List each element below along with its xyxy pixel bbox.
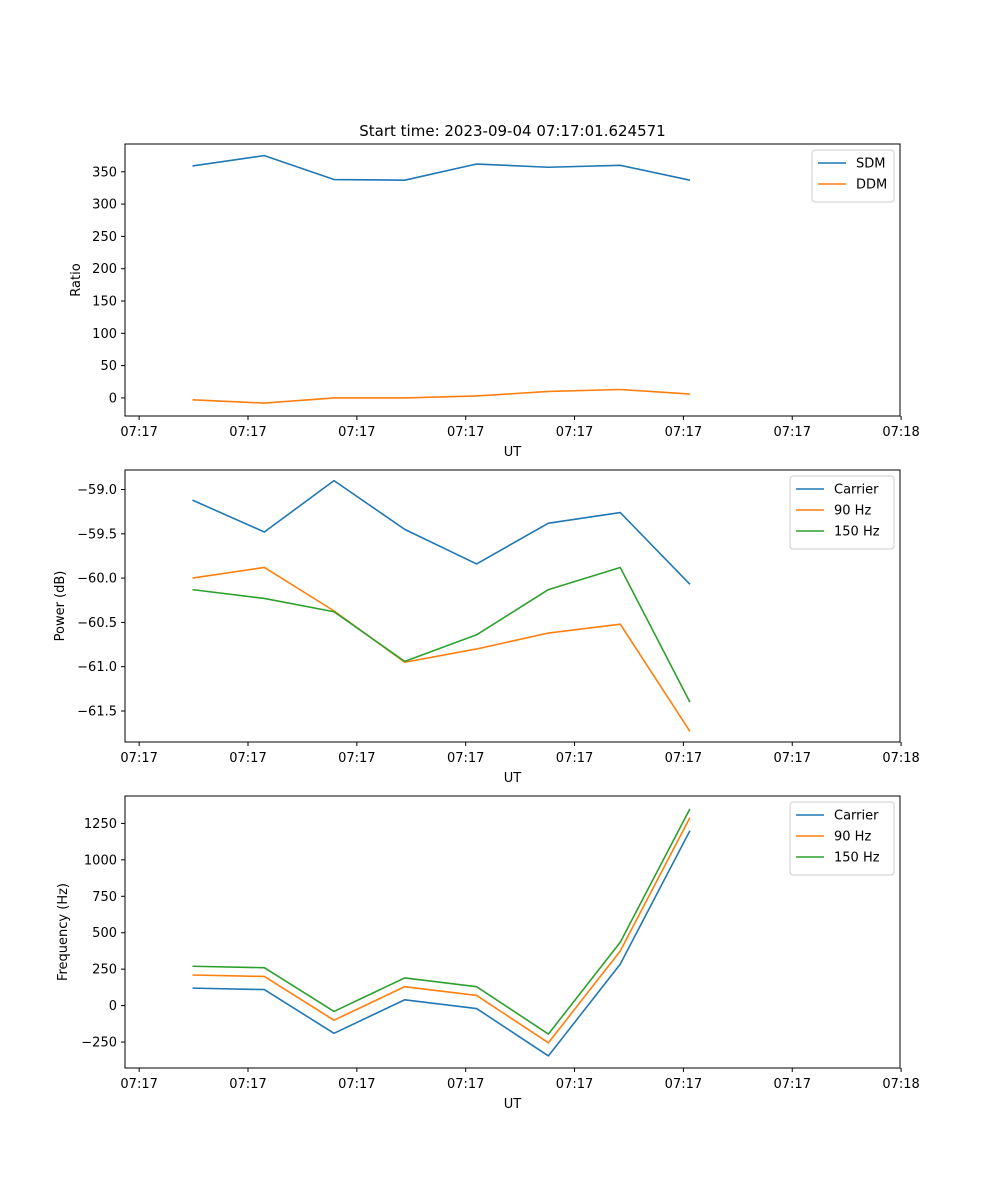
y-tick-label: 500 xyxy=(92,926,117,941)
y-tick-label: 0 xyxy=(109,999,117,1014)
y-axis-label: Frequency (Hz) xyxy=(56,883,71,981)
y-axis-label: Ratio xyxy=(69,263,84,296)
legend-entry-label: 150 Hz xyxy=(834,851,880,866)
x-tick-label: 07:18 xyxy=(882,1077,919,1092)
y-tick-label: 200 xyxy=(92,262,117,277)
x-tick-label: 07:17 xyxy=(665,751,702,766)
ratio-subplot: 07:17 07:17 07:17 07:17 07:17 07:17 07:17 07:18… xyxy=(69,143,920,460)
x-tick-label: 07:17 xyxy=(120,425,157,440)
x-tick-label: 07:17 xyxy=(774,751,811,766)
legend-entry-label: Carrier xyxy=(834,483,879,498)
y-tick-label: 100 xyxy=(92,327,117,342)
y-tick-label: 0 xyxy=(109,391,117,406)
y-tick-label: −60.5 xyxy=(77,616,117,631)
series-line-ddm xyxy=(192,388,690,404)
x-tick-label: 07:17 xyxy=(665,1077,702,1092)
x-tick-label: 07:17 xyxy=(229,1077,266,1092)
y-tick-label: −250 xyxy=(81,1036,117,1051)
series-line-150-hz xyxy=(192,808,691,1035)
axes-frame xyxy=(124,143,901,417)
legend: SDM DDM xyxy=(811,149,895,203)
x-tick-label: 07:17 xyxy=(774,425,811,440)
y-tick-label: 250 xyxy=(92,230,117,245)
series-line-carrier xyxy=(192,830,691,1057)
y-tick-label: −61.5 xyxy=(77,704,117,719)
legend-entry-label: SDM xyxy=(856,157,885,172)
x-tick-label: 07:17 xyxy=(120,1077,157,1092)
x-tick-label: 07:17 xyxy=(556,425,593,440)
series-line-150-hz xyxy=(192,566,691,703)
y-tick-label: 300 xyxy=(92,198,117,213)
series-line-sdm xyxy=(192,154,691,181)
y-tick-label: −59.0 xyxy=(77,483,117,498)
x-tick-label: 07:18 xyxy=(882,751,919,766)
y-axis-label: Power (dB) xyxy=(53,571,68,642)
x-axis-label: UT xyxy=(504,1097,522,1112)
figure-title: Start time: 2023-09-04 07:17:01.624571 xyxy=(359,122,665,140)
legend-entry-label: 150 Hz xyxy=(834,525,880,540)
x-tick-label: 07:17 xyxy=(447,425,484,440)
y-tick-label: −61.0 xyxy=(77,660,117,675)
x-tick-label: 07:17 xyxy=(338,751,375,766)
axes-frame xyxy=(124,795,901,1069)
y-tick-label: 50 xyxy=(100,359,117,374)
frequency-subplot: 07:17 07:17 07:17 07:17 07:17 07:17 07:17 07:18… xyxy=(56,795,920,1112)
x-tick-label: 07:17 xyxy=(338,425,375,440)
x-tick-label: 07:17 xyxy=(447,1077,484,1092)
legend-entry-label: DDM xyxy=(856,178,887,193)
y-tick-label: 750 xyxy=(92,890,117,905)
x-tick-label: 07:17 xyxy=(120,751,157,766)
axes-frame xyxy=(124,469,901,743)
legend: Carrier 90 Hz 150 Hz xyxy=(789,475,895,550)
x-tick-label: 07:17 xyxy=(556,1077,593,1092)
series-line-90-hz xyxy=(192,566,691,732)
x-axis-label: UT xyxy=(504,445,522,460)
x-tick-label: 07:17 xyxy=(229,751,266,766)
legend: Carrier 90 Hz 150 Hz xyxy=(789,801,895,876)
y-tick-label: 1250 xyxy=(84,817,117,832)
y-tick-label: 250 xyxy=(92,963,117,978)
series-line-carrier xyxy=(192,479,691,585)
x-tick-label: 07:17 xyxy=(338,1077,375,1092)
y-tick-label: 150 xyxy=(92,294,117,309)
x-tick-label: 07:17 xyxy=(447,751,484,766)
x-tick-label: 07:17 xyxy=(556,751,593,766)
y-tick-label: 1000 xyxy=(84,853,117,868)
x-tick-label: 07:18 xyxy=(882,425,919,440)
y-tick-label: 350 xyxy=(92,165,117,180)
y-tick-label: −59.5 xyxy=(77,527,117,542)
legend-entry-label: 90 Hz xyxy=(834,504,871,519)
power-subplot: 07:17 07:17 07:17 07:17 07:17 07:17 07:17 07:18… xyxy=(53,469,920,786)
x-axis-label: UT xyxy=(504,771,522,786)
x-tick-label: 07:17 xyxy=(665,425,702,440)
legend-entry-label: 90 Hz xyxy=(834,830,871,845)
series-line-90-hz xyxy=(192,817,691,1044)
legend-entry-label: Carrier xyxy=(834,809,879,824)
x-tick-label: 07:17 xyxy=(229,425,266,440)
x-tick-label: 07:17 xyxy=(774,1077,811,1092)
y-tick-label: −60.0 xyxy=(77,572,117,587)
